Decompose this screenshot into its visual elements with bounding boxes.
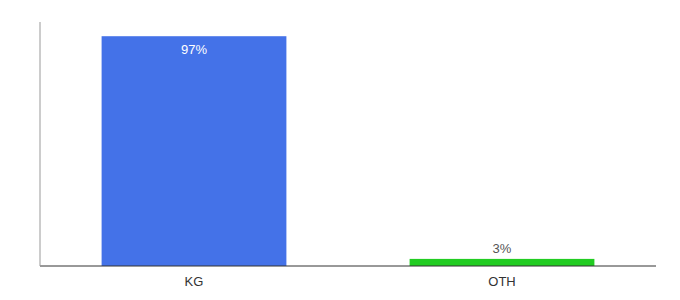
y-axis-line [40, 22, 41, 266]
x-axis-line [40, 266, 656, 267]
chart-container: 97% 3% KG OTH [0, 0, 680, 300]
bars [102, 36, 595, 266]
x-tick-label: OTH [488, 274, 515, 289]
data-label: 3% [493, 241, 512, 256]
chart: 97% 3% KG OTH [0, 0, 680, 300]
bar [410, 259, 595, 266]
x-tick-label: KG [185, 274, 204, 289]
data-label: 97% [181, 42, 207, 57]
bar [102, 36, 287, 266]
